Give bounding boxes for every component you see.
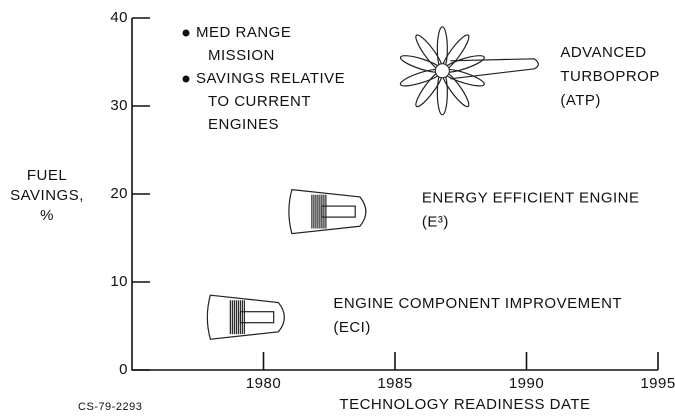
x-tick-label: 1985 xyxy=(377,375,412,392)
x-tick-label: 1995 xyxy=(640,375,675,392)
y-tick-label: 40 xyxy=(110,9,128,26)
nacelle xyxy=(207,295,284,339)
bullet xyxy=(183,30,190,37)
note: ENGINES xyxy=(208,116,279,133)
y-tick-label: 0 xyxy=(119,361,128,378)
footnote: CS-79-2293 xyxy=(78,401,142,413)
y-tick-label: 10 xyxy=(110,273,128,290)
x-tick-label: 1980 xyxy=(246,375,281,392)
point-label: (ECI) xyxy=(333,319,371,336)
note: MISSION xyxy=(208,47,275,64)
point-label: ENGINE COMPONENT IMPROVEMENT xyxy=(333,295,622,312)
core xyxy=(322,206,355,217)
nacelle xyxy=(289,190,366,234)
point-label: (ATP) xyxy=(560,92,601,109)
y-axis-label: FUEL xyxy=(27,167,67,184)
engine-point xyxy=(289,190,366,234)
x-tick-label: 1990 xyxy=(509,375,544,392)
engine-point xyxy=(399,27,538,115)
core xyxy=(240,312,273,323)
note: TO CURRENT xyxy=(208,93,311,110)
note: SAVINGS RELATIVE xyxy=(196,70,345,87)
point-label: TURBOPROP xyxy=(560,68,660,85)
bullet xyxy=(183,76,190,83)
point-label: ENERGY EFFICIENT ENGINE xyxy=(422,190,640,207)
hub xyxy=(435,64,449,78)
note: MED RANGE xyxy=(196,24,291,41)
y-axis-label: SAVINGS, xyxy=(10,187,84,204)
point-label: (E³) xyxy=(422,214,449,231)
y-tick-label: 20 xyxy=(110,185,128,202)
y-axis-label: % xyxy=(40,207,54,224)
y-tick-label: 30 xyxy=(110,97,128,114)
x-axis-label: TECHNOLOGY READINESS DATE xyxy=(339,396,590,413)
chart: 0 10 20 30 40 1980 1985 1990 1995 FUEL SAVINGS,% TE… xyxy=(0,0,675,417)
point-label: ADVANCED xyxy=(560,44,646,61)
engine-point xyxy=(207,295,284,339)
